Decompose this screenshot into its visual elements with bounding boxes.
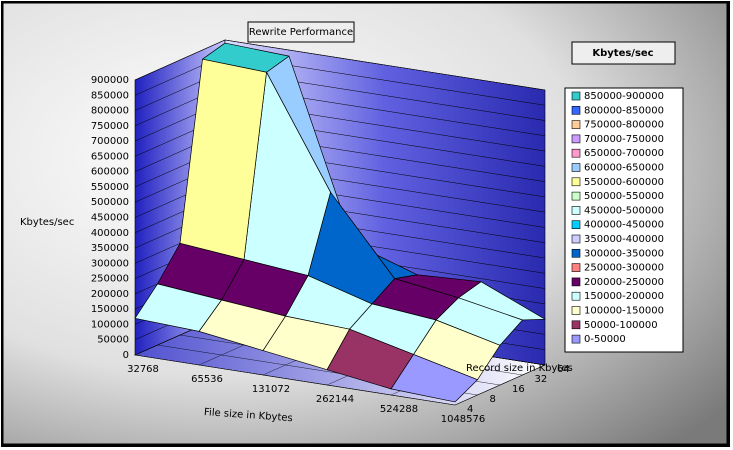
legend-label: 800000-850000: [584, 105, 664, 116]
legend-label: 150000-200000: [584, 291, 664, 302]
legend-label: 100000-150000: [584, 306, 664, 317]
legend-label: 50000-100000: [584, 320, 658, 331]
legend-swatch: [571, 306, 581, 315]
legend-label: 300000-350000: [584, 248, 664, 259]
legend-label: 750000-800000: [584, 120, 664, 131]
legend-swatch: [571, 120, 581, 129]
legend-swatch: [571, 249, 581, 258]
legend-label: 600000-650000: [584, 163, 664, 174]
x-tick-label: 131072: [252, 384, 290, 395]
z-tick-label: 400000: [91, 228, 129, 239]
z-tick-label: 750000: [91, 121, 129, 132]
y-tick-label: 64: [557, 364, 570, 375]
z-tick-label: 600000: [91, 167, 129, 178]
z-tick-label: 250000: [91, 274, 129, 285]
z-tick-label: 350000: [91, 243, 129, 254]
chart-title: Rewrite Performance: [249, 27, 353, 38]
legend-label: 450000-500000: [584, 205, 664, 216]
z-tick-label: 0: [123, 350, 129, 361]
floor-grid: [134, 354, 456, 406]
z-tick-label: 50000: [97, 335, 129, 346]
legend-label: 850000-900000: [584, 91, 664, 102]
legend-swatch: [571, 163, 581, 172]
legend-label: 650000-700000: [584, 148, 664, 159]
legend-swatch: [571, 206, 581, 215]
legend-swatch: [571, 134, 581, 144]
y-tick-label: 8: [490, 394, 496, 405]
legend-title-box: [571, 41, 676, 65]
x-tick-label: 1048576: [441, 414, 486, 425]
y-tick-label: 16: [512, 384, 525, 395]
legend-title: Kbytes/sec: [592, 48, 653, 59]
surface-cell: [134, 283, 222, 332]
legend-label: 700000-750000: [584, 134, 664, 145]
legend-label: 250000-300000: [584, 263, 664, 274]
legend-label: 0-50000: [584, 334, 626, 345]
legend-swatch: [571, 263, 581, 272]
z-tick-label: 200000: [91, 289, 129, 300]
grid-line: [134, 39, 546, 91]
legend-label: 350000-400000: [584, 234, 664, 245]
legend-swatch: [571, 191, 581, 201]
x-tick-label: 524288: [380, 404, 418, 415]
z-tick-label: 800000: [91, 106, 129, 117]
z-tick-label: 700000: [91, 136, 129, 147]
z-tick-label: 100000: [91, 319, 129, 330]
y-axis-label: Record size in Kbytes: [466, 363, 573, 374]
title-box: [247, 21, 355, 43]
legend: [564, 87, 684, 353]
legend-swatch: [571, 234, 581, 244]
z-tick-label: 300000: [91, 258, 129, 269]
y-tick-label: 4: [467, 404, 473, 415]
legend-label: 550000-600000: [584, 177, 664, 188]
z-tick-label: 900000: [91, 75, 129, 86]
legend-swatch: [571, 291, 581, 301]
legend-label: 200000-250000: [584, 277, 664, 288]
x-tick-label: 262144: [316, 394, 354, 405]
z-tick-label: 850000: [91, 90, 129, 101]
z-tick-label: 500000: [91, 197, 129, 208]
x-tick-label: 32768: [127, 364, 159, 375]
y-tick-label: 32: [535, 374, 548, 385]
legend-swatch: [571, 320, 581, 330]
legend-label: 500000-550000: [584, 191, 664, 202]
legend-label: 400000-450000: [584, 220, 664, 231]
legend-swatch: [571, 334, 581, 344]
legend-swatch: [571, 91, 581, 101]
z-tick-label: 150000: [91, 304, 129, 315]
legend-swatch: [571, 220, 581, 229]
legend-swatch: [571, 277, 581, 287]
legend-swatch: [571, 177, 581, 187]
x-tick-label: 65536: [191, 374, 223, 385]
legend-swatch: [571, 148, 581, 158]
z-tick-label: 550000: [91, 182, 129, 193]
z-axis-label: Kbytes/sec: [20, 217, 74, 228]
legend-swatch: [571, 106, 581, 115]
z-tick-label: 650000: [91, 151, 129, 162]
plot: [133, 39, 547, 406]
z-tick-label: 450000: [91, 213, 129, 224]
